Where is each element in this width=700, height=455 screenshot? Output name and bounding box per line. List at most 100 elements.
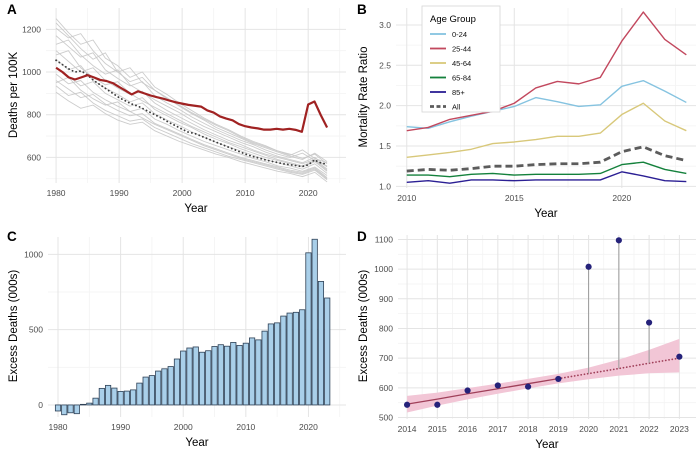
gridlines — [46, 8, 346, 183]
panel-C: 1980 1990 2000 2010 2020 0 500 1000 C Excess De… — [0, 227, 350, 455]
bar-1983 — [73, 404, 80, 415]
bar-2015 — [274, 322, 281, 406]
panel-D-y-axis-title: Excess Deaths (000s) — [358, 269, 370, 383]
panel-C-x-axis-title: Year — [185, 437, 209, 449]
bar-2020 — [305, 252, 312, 406]
point-2023 — [676, 353, 683, 360]
legend: Age Group 0-24 25-44 45-64 65-84 85+ All — [421, 5, 501, 113]
bar-2002 — [192, 346, 199, 406]
bar-1997 — [161, 368, 168, 406]
legend-box — [421, 5, 501, 113]
y-tick-label: 2.0 — [379, 101, 391, 111]
background-line-7 — [55, 67, 328, 174]
panel-D-plot: 2014 2015 2016 2017 2018 2019 2020 2021 2022 2023… — [374, 234, 696, 434]
bar-1982 — [67, 404, 74, 414]
x-tick-label: 2017 — [488, 424, 507, 434]
panel-B: 2010 2015 2020 1.0 1.5 2.0 2.5 3.0 Age Group 0-24… — [350, 0, 700, 227]
y-tick-label: 600 — [27, 152, 41, 162]
series-highlighted-red — [55, 66, 329, 133]
background-line-12 — [55, 22, 328, 165]
y-tick-label: 500 — [29, 325, 43, 335]
bar-2003 — [198, 351, 206, 406]
y-tick-label: 3.0 — [379, 20, 391, 30]
bar-2012 — [255, 339, 262, 406]
y-tick-label: 1.0 — [379, 181, 391, 191]
x-tick-label: 2010 — [236, 422, 255, 432]
y-tick-label: 1.5 — [379, 141, 391, 151]
y-tick-label: 1200 — [22, 24, 41, 34]
bar-1980 — [54, 404, 62, 412]
point-2021 — [615, 237, 622, 244]
bar-1989 — [111, 387, 118, 406]
panel-A-y-axis-title: Deaths per 100K — [8, 51, 20, 138]
background-line-9 — [55, 80, 328, 179]
bar-2016 — [280, 315, 287, 406]
x-tick-label: 1990 — [111, 422, 130, 432]
x-tick-label: 2015 — [428, 424, 447, 434]
background-line-3 — [55, 35, 328, 167]
bar-1998 — [167, 366, 174, 406]
bar-2018 — [292, 311, 299, 406]
tick-labels: 1980 1990 2000 2010 2020 0 500 1000 — [24, 249, 318, 432]
legend-label: 45-64 — [452, 59, 471, 68]
background-line-14 — [55, 76, 328, 180]
bar-2010 — [242, 342, 249, 406]
bar-2008 — [230, 342, 237, 406]
bar-2001 — [186, 347, 193, 406]
y-tick-label: 1000 — [24, 249, 43, 259]
bar-2021 — [311, 238, 318, 406]
x-tick-label: 2020 — [299, 188, 318, 198]
y-tick-label: 2.5 — [379, 60, 391, 70]
bar-1990 — [117, 390, 124, 406]
x-tick-label: 2023 — [670, 424, 689, 434]
background-line-5 — [55, 50, 328, 170]
y-tick-label: 800 — [27, 110, 41, 120]
bars — [54, 238, 331, 416]
background-line-8 — [55, 73, 328, 176]
x-tick-label: 2020 — [612, 193, 631, 203]
bar-1994 — [142, 376, 149, 406]
bar-2013 — [261, 330, 268, 406]
bar-2005 — [211, 346, 218, 406]
legend-label: All — [452, 103, 461, 112]
y-tick-label: 700 — [379, 353, 393, 363]
x-tick-label: 2018 — [519, 424, 538, 434]
bar-2009 — [236, 345, 243, 406]
panel-B-plot: 2010 2015 2020 1.0 1.5 2.0 2.5 3.0 Age Group 0-24… — [379, 5, 696, 203]
bar-1984 — [79, 403, 87, 406]
tick-labels: 2010 2015 2020 1.0 1.5 2.0 2.5 3.0 — [379, 20, 631, 203]
panel-B-x-axis-title: Year — [534, 208, 558, 220]
x-tick-label: 2019 — [549, 424, 568, 434]
panel-C-plot: 1980 1990 2000 2010 2020 0 500 1000 — [24, 237, 346, 432]
bar-1996 — [155, 370, 162, 406]
bar-2023 — [324, 297, 331, 406]
panel-D: 2014 2015 2016 2017 2018 2019 2020 2021 2022 2023… — [350, 227, 700, 455]
tick-labels: 2014 2015 2016 2017 2018 2019 2020 2021 2022 2023… — [374, 234, 689, 434]
background-line-6 — [55, 58, 328, 172]
bar-2019 — [299, 309, 306, 406]
stem-lines — [588, 240, 650, 374]
background-line-11 — [55, 91, 328, 183]
point-2014 — [403, 401, 411, 408]
gridlines — [398, 235, 696, 419]
y-tick-label: 0 — [38, 400, 43, 410]
x-tick-label: 2020 — [579, 424, 598, 434]
x-tick-label: 2020 — [299, 422, 318, 432]
bar-1999 — [173, 358, 181, 406]
legend-label: 25-44 — [452, 45, 471, 54]
x-tick-label: 1980 — [49, 422, 68, 432]
x-tick-label: 2016 — [458, 424, 477, 434]
series-45-64 — [406, 102, 687, 159]
legend-label: 0-24 — [452, 30, 467, 39]
bar-1993 — [136, 382, 143, 406]
tick-labels: 1980 1990 2000 2010 2020 600 800 1000 1200 — [22, 24, 318, 198]
confidence-ribbon — [407, 338, 680, 413]
point-2016 — [464, 387, 471, 394]
background-line-1 — [55, 18, 328, 164]
bar-2006 — [217, 344, 224, 406]
panel-C-y-axis-title: Excess Deaths (000s) — [8, 269, 20, 383]
series-85+ — [406, 171, 687, 184]
bar-2004 — [205, 350, 212, 406]
x-tick-label: 2021 — [609, 424, 628, 434]
bar-1987 — [98, 387, 105, 406]
